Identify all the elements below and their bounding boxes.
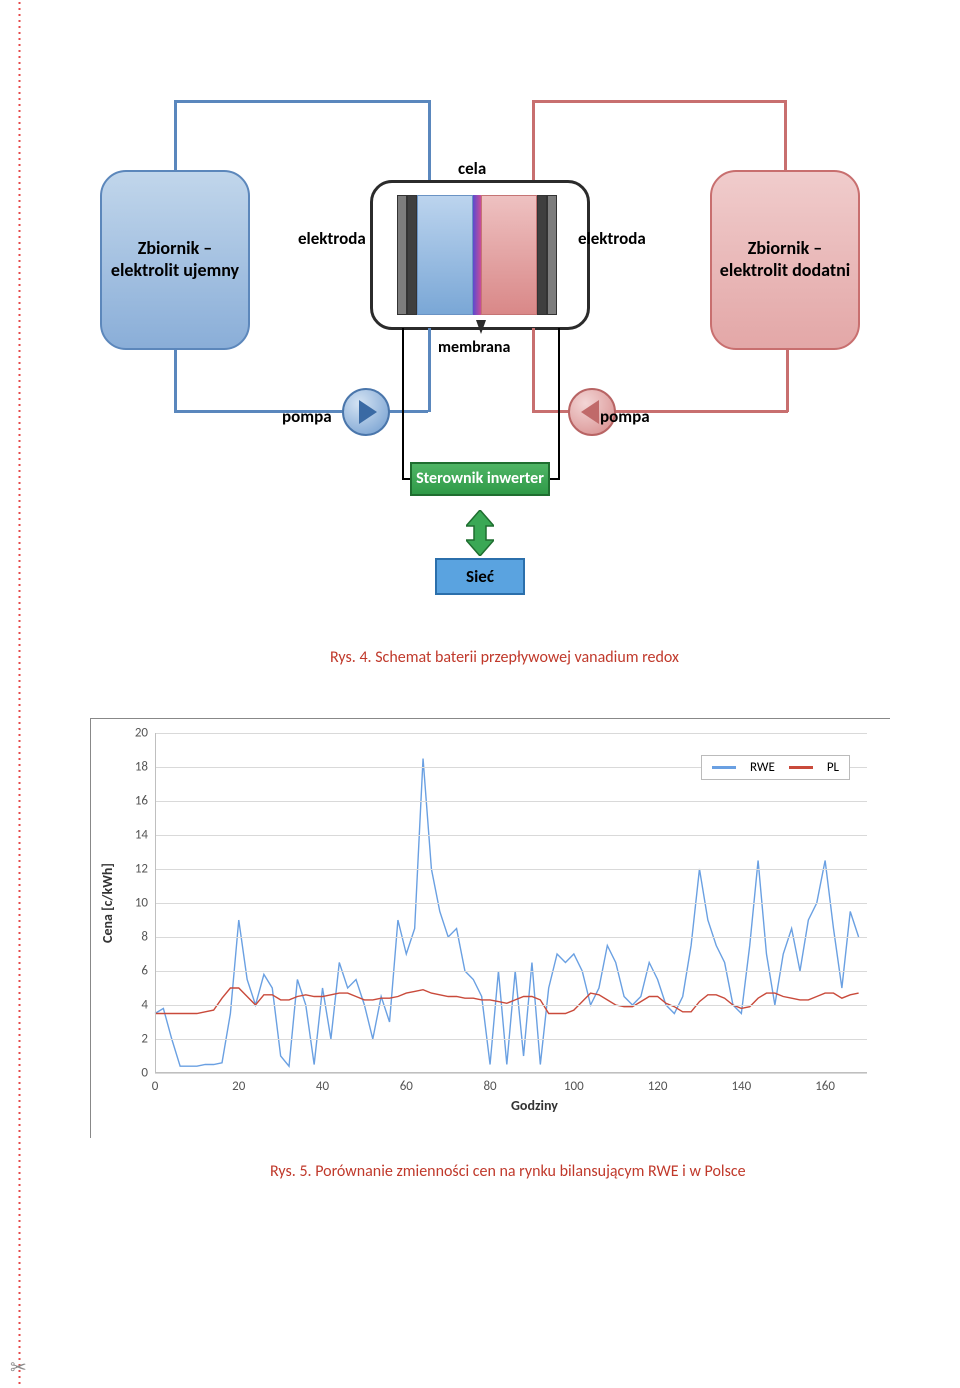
pipe-red-top-down xyxy=(784,100,787,172)
y-tick: 18 xyxy=(120,760,148,775)
x-tick: 160 xyxy=(815,1079,835,1094)
legend-label-pl: PL xyxy=(827,760,839,775)
x-tick: 60 xyxy=(400,1079,413,1094)
pipe-blue-up-cell xyxy=(428,328,431,412)
electrode-layer xyxy=(537,195,547,315)
membrane-arrow-icon xyxy=(476,320,486,334)
pipe-red-bot-v xyxy=(786,348,789,412)
pump-left-label: pompa xyxy=(282,406,332,427)
electrode-layer xyxy=(547,195,557,315)
pipe-blue-bot-v xyxy=(174,348,177,412)
electrode-layer xyxy=(407,195,417,315)
figure-5-caption: Rys. 5. Porównanie zmienności cen na ryn… xyxy=(270,1162,746,1181)
pipe-red-up-cell xyxy=(532,328,535,412)
gridline xyxy=(155,1039,867,1040)
x-tick: 120 xyxy=(648,1079,668,1094)
figure-4-caption: Rys. 4. Schemat baterii przepływowej van… xyxy=(330,648,679,667)
gridline xyxy=(155,869,867,870)
gridline xyxy=(155,835,867,836)
series-line xyxy=(155,988,859,1014)
x-tick: 40 xyxy=(316,1079,329,1094)
membrane-layer xyxy=(473,195,481,315)
y-tick: 4 xyxy=(120,998,148,1013)
figure-5-chart: Cena [c/kWh] Godziny RWE PL 0 2 4 6 8 10 12 14 1… xyxy=(90,718,890,1138)
play-icon xyxy=(359,400,377,424)
electrode-right-label: elektroda xyxy=(578,228,646,249)
y-tick: 0 xyxy=(120,1066,148,1081)
electrolyte-neg xyxy=(417,195,473,315)
y-tick: 16 xyxy=(120,794,148,809)
play-icon xyxy=(581,400,599,424)
y-tick: 10 xyxy=(120,896,148,911)
left-margin-dots xyxy=(18,0,21,1388)
cell-label: cela xyxy=(458,158,486,179)
gridline xyxy=(155,971,867,972)
y-tick: 2 xyxy=(120,1032,148,1047)
cell xyxy=(370,180,590,330)
gridline xyxy=(155,733,867,734)
electrode-layer xyxy=(397,195,407,315)
figure-4-diagram: Zbiornik – elektrolit ujemny Zbiornik – … xyxy=(100,80,860,600)
grid-label: Sieć xyxy=(466,566,494,587)
legend-label-rwe: RWE xyxy=(750,760,775,775)
pipe-blue-top-down xyxy=(174,100,177,172)
electrode-left-label: elektroda xyxy=(298,228,366,249)
x-tick: 100 xyxy=(564,1079,584,1094)
y-tick: 12 xyxy=(120,862,148,877)
controller-box: Sterownik inwerter xyxy=(410,462,550,496)
wire-right xyxy=(558,328,560,480)
x-tick: 0 xyxy=(152,1079,159,1094)
y-tick: 14 xyxy=(120,828,148,843)
legend: RWE PL xyxy=(701,755,850,780)
gridline xyxy=(155,1073,867,1074)
y-tick: 6 xyxy=(120,964,148,979)
gridline xyxy=(155,937,867,938)
legend-swatch-rwe xyxy=(712,766,736,769)
gridline xyxy=(155,903,867,904)
tank-positive-label: Zbiornik – elektrolit dodatni xyxy=(712,238,858,281)
x-tick: 20 xyxy=(232,1079,245,1094)
electrolyte-pos xyxy=(481,195,537,315)
gridline xyxy=(155,1005,867,1006)
pipe-red-pump-cell xyxy=(532,410,572,413)
x-tick: 140 xyxy=(731,1079,751,1094)
tank-negative-label: Zbiornik – elektrolit ujemny xyxy=(102,238,248,281)
x-tick: 80 xyxy=(483,1079,496,1094)
y-tick: 8 xyxy=(120,930,148,945)
pump-right-label: pompa xyxy=(600,406,650,427)
wire-left xyxy=(402,328,404,480)
tank-positive: Zbiornik – elektrolit dodatni xyxy=(710,170,860,350)
x-axis-label: Godziny xyxy=(511,1097,558,1114)
pump-left xyxy=(342,388,390,436)
pipe-blue-to-cell xyxy=(428,100,431,182)
pipe-red-top xyxy=(532,100,786,103)
plot-area xyxy=(155,733,867,1073)
pipe-blue-pump-cell xyxy=(388,410,428,413)
legend-swatch-pl xyxy=(789,766,813,769)
gridline xyxy=(155,801,867,802)
membrane-label: membrana xyxy=(438,338,510,357)
tank-negative: Zbiornik – elektrolit ujemny xyxy=(100,170,250,350)
series-line xyxy=(155,759,859,1067)
y-axis-label: Cena [c/kWh] xyxy=(99,863,116,943)
pipe-red-to-cell xyxy=(532,100,535,182)
scissors-icon: ✂ xyxy=(10,1355,27,1380)
grid-box: Sieć xyxy=(435,558,525,595)
y-tick: 20 xyxy=(120,726,148,741)
pipe-blue-top xyxy=(174,100,430,103)
controller-label: Sterownik inwerter xyxy=(416,469,544,488)
double-arrow-icon xyxy=(466,510,494,556)
